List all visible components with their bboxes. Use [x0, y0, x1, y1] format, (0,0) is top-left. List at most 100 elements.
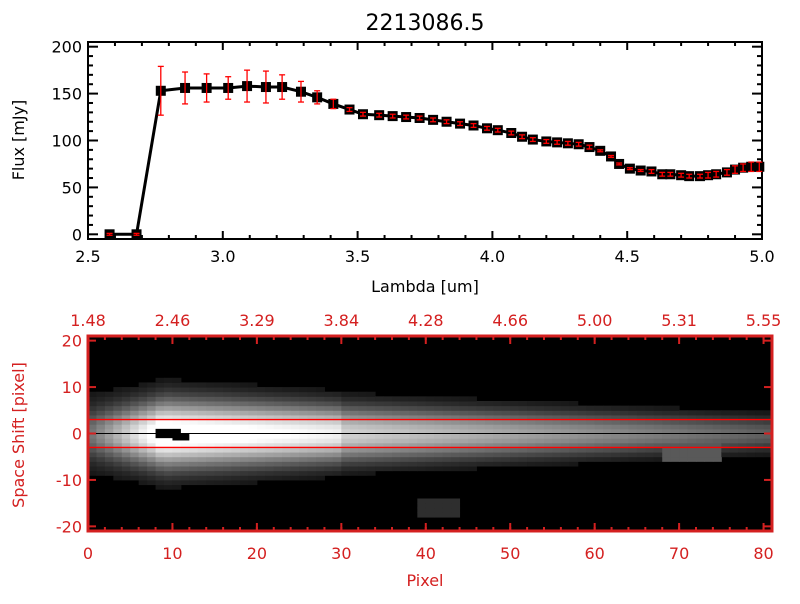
- image-pixel: [206, 424, 216, 430]
- image-pixel: [88, 442, 97, 448]
- image-pixel: [620, 433, 629, 439]
- image-pixel: [527, 452, 537, 458]
- image-pixel: [636, 428, 646, 434]
- image-pixel: [104, 391, 114, 397]
- image-pixel: [366, 456, 376, 462]
- image-pixel: [544, 438, 553, 444]
- image-pixel: [155, 377, 165, 383]
- image-pixel: [324, 419, 334, 425]
- image-pixel: [425, 466, 435, 472]
- image-pixel: [704, 433, 714, 439]
- image-pixel: [265, 456, 275, 462]
- image-pixel: [172, 391, 182, 397]
- image-pixel: [316, 419, 325, 425]
- image-pixel: [400, 414, 410, 421]
- image-pixel: [408, 461, 418, 467]
- image-pixel: [172, 484, 182, 490]
- image-pixel: [451, 410, 461, 416]
- image-pixel: [636, 419, 646, 425]
- image-pixel: [240, 419, 249, 425]
- image-pixel: [620, 442, 629, 448]
- image-pixel: [324, 396, 334, 402]
- image-pixel: [417, 466, 427, 472]
- image-pixel: [147, 461, 157, 467]
- image-pixel: [434, 503, 444, 509]
- image-pixel: [138, 414, 148, 421]
- top-x-tick-label: 3.84: [324, 311, 360, 330]
- image-pixel: [408, 419, 418, 425]
- image-pixel: [358, 396, 368, 402]
- image-pixel: [290, 438, 300, 444]
- image-pixel: [256, 461, 266, 467]
- image-pixel: [130, 414, 140, 421]
- image-pixel: [324, 466, 334, 472]
- image-pixel: [223, 387, 233, 393]
- image-pixel: [696, 433, 705, 439]
- image-pixel: [349, 470, 359, 476]
- image-pixel: [130, 475, 140, 481]
- image-pixel: [88, 456, 97, 462]
- image-pixel: [307, 410, 317, 416]
- image-pixel: [400, 424, 410, 430]
- image-pixel: [265, 414, 275, 421]
- image-pixel: [408, 401, 418, 407]
- image-pixel: [316, 456, 325, 462]
- image-pixel: [704, 428, 714, 434]
- image-pixel: [653, 442, 663, 448]
- image-pixel: [451, 452, 461, 458]
- image-pixel: [256, 438, 266, 444]
- image-pixel: [332, 419, 342, 425]
- image-pixel: [307, 475, 317, 481]
- x-tick-label: 2.5: [75, 247, 100, 266]
- image-pixel: [518, 447, 528, 453]
- image-pixel: [408, 396, 418, 402]
- image-pixel: [197, 387, 207, 393]
- image-pixel: [518, 433, 528, 439]
- image-pixel: [341, 424, 351, 430]
- image-pixel: [189, 391, 199, 397]
- image-pixel: [501, 424, 511, 430]
- image-pixel: [299, 438, 309, 444]
- image-pixel: [189, 414, 199, 421]
- image-pixel: [180, 401, 190, 407]
- image-pixel: [240, 414, 249, 421]
- image-pixel: [130, 466, 140, 472]
- image-pixel: [628, 456, 638, 462]
- image-pixel: [636, 452, 646, 458]
- image-pixel: [594, 424, 604, 430]
- image-pixel: [712, 452, 722, 458]
- image-pixel: [628, 405, 638, 411]
- image-pixel: [138, 387, 148, 393]
- image-pixel: [299, 419, 309, 425]
- image-pixel: [425, 414, 435, 421]
- image-pixel: [434, 396, 444, 402]
- image-pixel: [240, 438, 249, 444]
- image-pixel: [459, 461, 469, 467]
- image-pixel: [400, 447, 410, 453]
- image-pixel: [197, 419, 207, 425]
- image-pixel: [603, 433, 613, 439]
- image-pixel: [518, 461, 528, 467]
- image-pixel: [223, 391, 233, 397]
- image-pixel: [687, 452, 697, 458]
- image-pixel: [417, 498, 427, 504]
- image-pixel: [223, 401, 233, 407]
- image-pixel: [417, 414, 427, 421]
- image-pixel: [544, 405, 553, 411]
- image-pixel: [121, 438, 131, 444]
- image-pixel: [468, 461, 477, 467]
- image-pixel: [172, 387, 182, 393]
- image-pixel: [155, 475, 165, 481]
- image-pixel: [316, 447, 325, 453]
- image-pixel: [164, 438, 173, 444]
- image-pixel: [746, 414, 756, 421]
- image-pixel: [358, 452, 368, 458]
- image-pixel: [560, 447, 570, 453]
- image-pixel: [552, 401, 562, 407]
- image-pixel: [687, 438, 697, 444]
- image-pixel: [130, 424, 140, 430]
- image-pixel: [240, 452, 249, 458]
- image-pixel: [459, 405, 469, 411]
- image-pixel: [147, 475, 157, 481]
- image-pixel: [104, 466, 114, 472]
